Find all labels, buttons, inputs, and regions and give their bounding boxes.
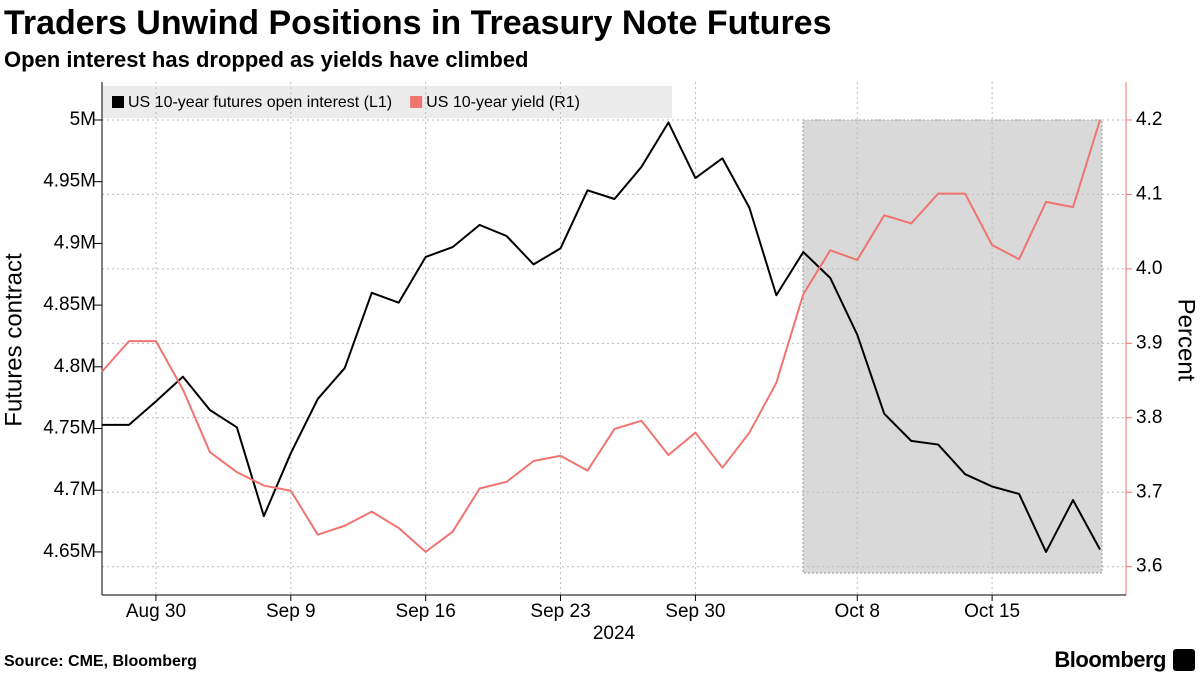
brand: Bloomberg [1054,647,1166,672]
legend-label: US 10-year yield (R1) [426,94,580,111]
y-tick-label: 4.75M [43,418,96,439]
y2-tick-label: 4.2 [1136,109,1162,130]
y2-tick-label: 3.9 [1136,332,1162,353]
brand-icon [1173,649,1195,671]
y-tick-label: 4.9M [54,232,96,253]
x-tick-label: Sep 23 [530,601,590,622]
x-tick-label: Sep 16 [396,601,456,622]
y2-tick-label: 3.8 [1136,407,1162,428]
series-line [102,121,1101,553]
x-tick-label: Oct 15 [964,601,1020,622]
y-tick-label: 4.95M [43,171,96,192]
chart-subtitle: Open interest has dropped as yields have… [4,47,529,72]
x-tick-label: Aug 30 [126,601,186,622]
y-tick-label: 4.65M [43,541,96,562]
y2-tick-label: 4.1 [1136,183,1162,204]
y-tick-label: 5M [70,109,96,130]
x-tick-label: Sep 30 [665,601,725,622]
x-axis-label: 2024 [593,623,636,644]
chart-title: Traders Unwind Positions in Treasury Not… [4,4,832,42]
legend-swatch [410,96,423,108]
source: Source: CME, Bloomberg [4,653,197,670]
x-tick-label: Oct 8 [835,601,880,622]
legend-box [102,86,672,118]
series-line [101,119,1101,553]
x-tick-label: Sep 9 [266,601,316,622]
legend-swatch [112,96,124,108]
y-tick-label: 4.7M [54,479,96,500]
y-axis-label: Futures contract [0,253,27,427]
y2-tick-label: 3.7 [1136,481,1162,502]
y-tick-label: 4.85M [43,294,96,315]
legend-label: US 10-year futures open interest (L1) [128,94,392,111]
y2-tick-label: 3.6 [1136,556,1162,577]
y2-tick-label: 4.0 [1136,258,1162,279]
highlight-region [802,119,1103,574]
y2-axis-label: Percent [1173,299,1200,382]
y-tick-label: 4.8M [54,356,96,377]
